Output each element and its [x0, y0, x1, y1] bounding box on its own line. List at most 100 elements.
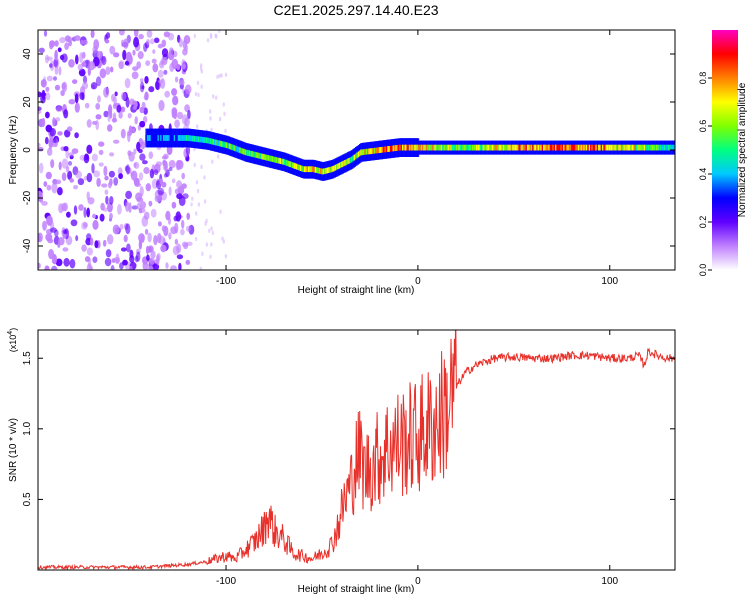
- heatmap-cell: [93, 39, 100, 50]
- heatmap-cell: [199, 66, 203, 71]
- heatmap-cell: [134, 161, 140, 169]
- heatmap-cell: [345, 159, 349, 166]
- heatmap-cell: [66, 165, 70, 173]
- heatmap-cell: [86, 233, 92, 241]
- heatmap-cell: [193, 135, 197, 142]
- heatmap-cell: [324, 168, 327, 174]
- heatmap-cell: [274, 156, 277, 163]
- heatmap-cell: [51, 265, 58, 270]
- snr-frame: [37, 329, 676, 571]
- heatmap-cell: [191, 196, 194, 201]
- heatmap-cell: [73, 205, 78, 215]
- heatmap-cell: [150, 208, 157, 218]
- heatmap-cell: [157, 221, 162, 227]
- heatmap-cell: [169, 135, 173, 141]
- heatmap-cell: [136, 202, 142, 210]
- heatmap-cell: [103, 110, 109, 118]
- heatmap-cell: [95, 119, 99, 131]
- heatmap-cell: [66, 211, 71, 218]
- heatmap-cell: [348, 158, 351, 164]
- heatmap-cell: [564, 144, 567, 151]
- heatmap-cell: [95, 114, 102, 120]
- heatmap-cell: [201, 251, 204, 256]
- spectrogram-y-tick-label: -40: [22, 238, 33, 253]
- heatmap-cell: [361, 149, 365, 156]
- heatmap-cell: [462, 144, 465, 151]
- heatmap-cell: [192, 135, 195, 142]
- heatmap-cell: [81, 61, 87, 67]
- heatmap-cell: [173, 135, 177, 141]
- heatmap-cell: [201, 136, 205, 143]
- heatmap-cell: [116, 104, 122, 113]
- heatmap-cell: [282, 158, 285, 165]
- heatmap-cell: [647, 144, 651, 151]
- spectrogram-y-tick-label: 0: [22, 147, 33, 153]
- heatmap-cell: [125, 190, 132, 200]
- heatmap-cell: [521, 144, 524, 151]
- heatmap-cell: [75, 170, 83, 179]
- heatmap-cell: [289, 161, 292, 167]
- heatmap-cell: [662, 144, 665, 151]
- heatmap-cell: [46, 184, 52, 191]
- heatmap-cell: [176, 111, 184, 120]
- heatmap-cell: [125, 201, 130, 212]
- heatmap-cell: [301, 165, 304, 172]
- heatmap-cell: [191, 135, 194, 142]
- heatmap-cell: [344, 160, 347, 166]
- heatmap-cell: [175, 211, 182, 222]
- heatmap-cell: [101, 55, 107, 66]
- heatmap-cell: [408, 144, 412, 151]
- heatmap-cell: [466, 144, 469, 151]
- heatmap-cell: [74, 93, 79, 104]
- heatmap-cell: [157, 135, 160, 141]
- heatmap-cell: [553, 144, 557, 151]
- heatmap-cell: [600, 144, 604, 151]
- heatmap-cell: [235, 145, 238, 152]
- colorbar-tick-label: 0.6: [698, 120, 708, 133]
- heatmap-cell: [82, 81, 89, 90]
- heatmap-cell: [563, 144, 566, 151]
- heatmap-cell: [68, 152, 75, 157]
- heatmap-cell: [110, 264, 115, 270]
- heatmap-cell: [142, 160, 148, 165]
- heatmap-cell: [340, 162, 343, 168]
- heatmap-cell: [133, 104, 137, 110]
- heatmap-cell: [369, 148, 373, 155]
- heatmap-cell: [148, 86, 155, 93]
- heatmap-cell: [615, 144, 618, 151]
- heatmap-cell: [645, 144, 648, 151]
- heatmap-cell: [114, 91, 118, 97]
- heatmap-cell: [530, 144, 534, 151]
- heatmap-cell: [313, 166, 316, 173]
- heatmap-cell: [79, 52, 83, 63]
- heatmap-cell: [397, 144, 401, 151]
- heatmap-cell: [352, 155, 355, 162]
- heatmap-cell: [330, 166, 334, 173]
- snr-x-label: Height of straight line (km): [298, 584, 415, 595]
- heatmap-cell: [250, 150, 253, 157]
- heatmap-cell: [534, 144, 538, 151]
- heatmap-cell: [38, 91, 42, 98]
- heatmap-cell: [138, 172, 144, 181]
- heatmap-cell: [367, 148, 370, 155]
- heatmap-cell: [224, 254, 228, 259]
- heatmap-cell: [508, 144, 511, 151]
- heatmap-cell: [105, 249, 112, 258]
- heatmap-cell: [75, 54, 79, 65]
- heatmap-cell: [125, 164, 130, 175]
- heatmap-cell: [146, 30, 153, 38]
- heatmap-cell: [40, 93, 46, 104]
- heatmap-cell: [171, 58, 179, 70]
- heatmap-cell: [532, 144, 535, 151]
- heatmap-cell: [308, 166, 311, 173]
- heatmap-cell: [232, 144, 236, 151]
- heatmap-cell: [118, 111, 123, 119]
- heatmap-cell: [174, 222, 179, 234]
- heatmap-cell: [298, 164, 302, 171]
- heatmap-cell: [74, 102, 80, 113]
- heatmap-cell: [302, 166, 306, 172]
- heatmap-cell: [442, 144, 445, 151]
- heatmap-cell: [654, 144, 657, 151]
- heatmap-cell: [57, 187, 63, 196]
- heatmap-cell: [210, 127, 213, 133]
